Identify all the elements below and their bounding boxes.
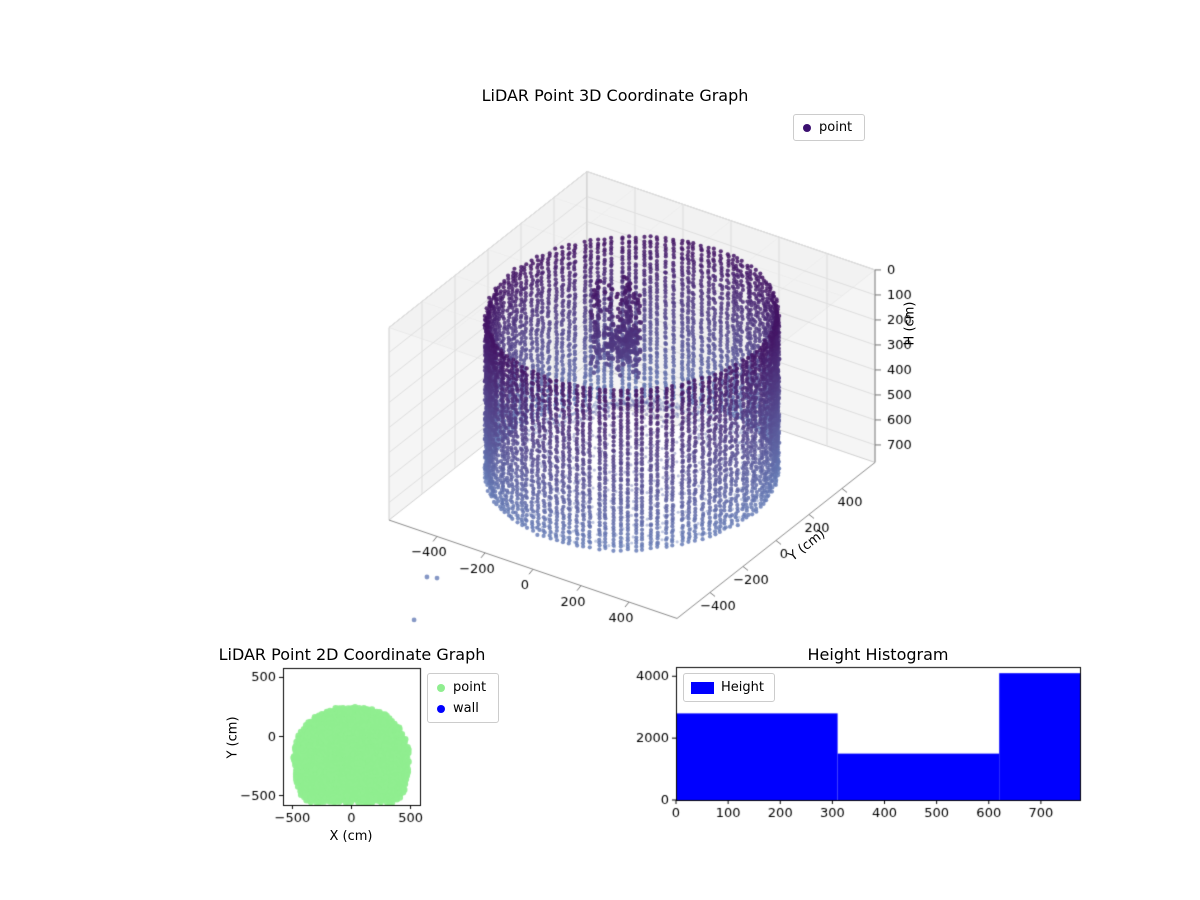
- plot3d-h-axis-label: H (cm): [902, 301, 918, 346]
- plot2d-y-axis-label: Y (cm): [225, 716, 241, 759]
- wall-marker-icon: [437, 704, 445, 713]
- plot3d-legend: point: [793, 114, 866, 141]
- legend-label: Height: [721, 680, 764, 695]
- plot3d-title: LiDAR Point 3D Coordinate Graph: [481, 86, 749, 105]
- plot2d-title: LiDAR Point 2D Coordinate Graph: [218, 645, 486, 664]
- plot2d-x-axis-label: X (cm): [329, 829, 373, 844]
- plot2d-legend: point wall: [427, 673, 500, 723]
- legend-label: point: [819, 120, 853, 135]
- point-marker-icon: [437, 683, 445, 692]
- legend-item-wall-2d: wall: [437, 701, 486, 716]
- legend-item-height: Height: [691, 680, 764, 695]
- histogram-title: Height Histogram: [807, 645, 949, 664]
- histogram-legend: Height: [683, 673, 775, 702]
- height-swatch-icon: [691, 681, 714, 694]
- legend-item-point-3d: point: [803, 120, 852, 135]
- legend-item-point-2d: point: [437, 680, 486, 695]
- point-marker-icon: [803, 123, 811, 132]
- legend-label: wall: [453, 701, 479, 716]
- legend-label: point: [453, 680, 487, 695]
